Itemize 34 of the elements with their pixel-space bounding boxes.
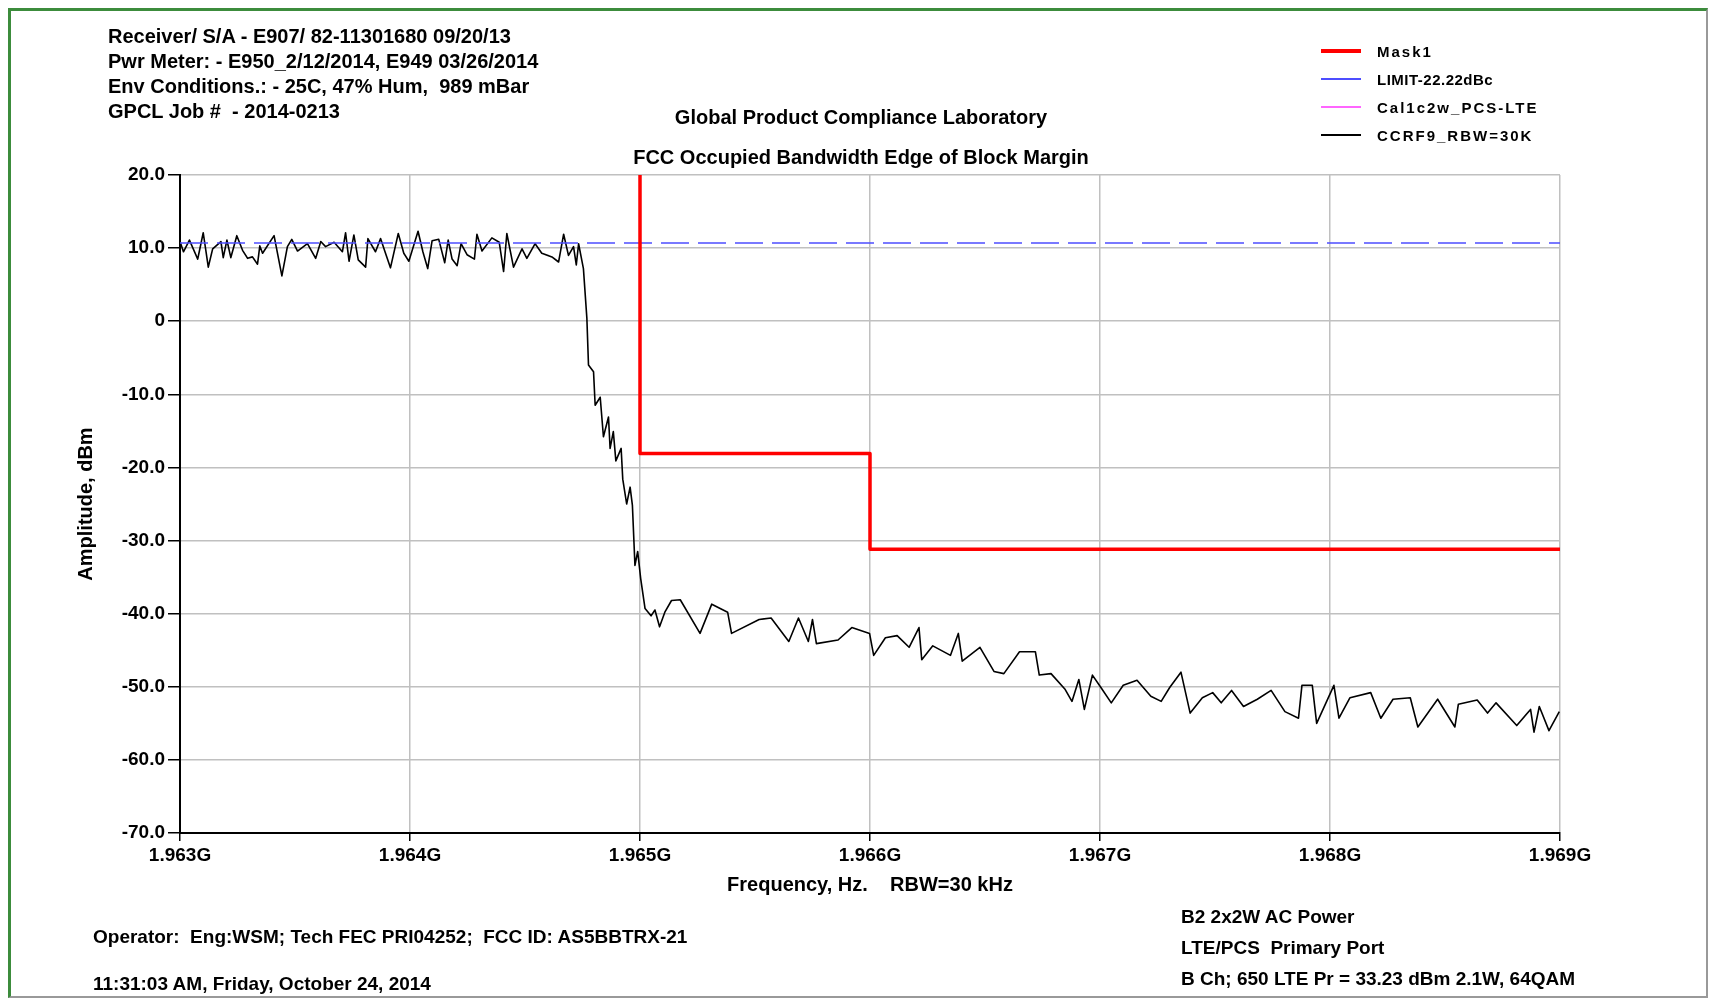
y-tick-label: 0 [154, 309, 165, 331]
x-axis-title: Frequency, Hz. RBW=30 kHz [727, 872, 1013, 895]
x-tick-label: 1.967G [1068, 843, 1132, 865]
text: Operator: Eng:WSM; Tech FEC PRI04252; FCC ID: AS5BBTRX-21 [93, 926, 688, 948]
x-tick-label: 1.964G [378, 843, 442, 865]
legend-label: Mask1 [1377, 42, 1433, 60]
legend-label: CCRF9_RBW=30K [1377, 126, 1534, 144]
text: LTE/PCS Primary Port [1181, 937, 1385, 959]
text: B Ch; 650 LTE Pr = 33.23 dBm 2.1W, 64QAM [1181, 968, 1576, 990]
text: Pwr Meter: - E950_2/12/2014, E949 03/26/2014 [108, 50, 539, 73]
legend-label: LIMIT-22.22dBc [1377, 70, 1494, 88]
x-tick-label: 1.963G [148, 843, 212, 865]
chart-title: FCC Occupied Bandwidth Edge of Block Margin [632, 146, 1090, 169]
y-tick-label: -30.0 [121, 528, 165, 550]
x-tick-label: 1.969G [1528, 843, 1592, 865]
y-tick-label: -10.0 [121, 382, 165, 404]
y-tick-label: -50.0 [121, 675, 165, 697]
text: B2 2x2W AC Power [1181, 906, 1355, 928]
y-tick-label: -60.0 [121, 748, 165, 770]
x-tick-label: 1.965G [608, 843, 672, 865]
y-tick-label: -40.0 [121, 601, 165, 623]
text: GPCL Job # - 2014-0213 [108, 100, 340, 123]
text: Receiver/ S/A - E907/ 82-11301680 09/20/13 [108, 25, 511, 48]
x-tick-label: 1.966G [838, 843, 902, 865]
y-tick-label: 20.0 [128, 163, 165, 185]
y-tick-label: 10.0 [128, 236, 165, 258]
y-tick-label: -20.0 [121, 455, 165, 477]
x-tick-label: 1.968G [1298, 843, 1362, 865]
y-tick-label: -70.0 [121, 821, 165, 843]
chart-subtitle: Global Product Compliance Laboratory [673, 106, 1049, 129]
legend-label: Cal1c2w_PCS-LTE [1377, 98, 1539, 116]
y-axis-title: Amplitude, dBm [73, 427, 96, 581]
text: 11:31:03 AM, Friday, October 24, 2014 [93, 973, 431, 995]
text: Env Conditions.: - 25C, 47% Hum, 989 mBar [108, 75, 530, 98]
